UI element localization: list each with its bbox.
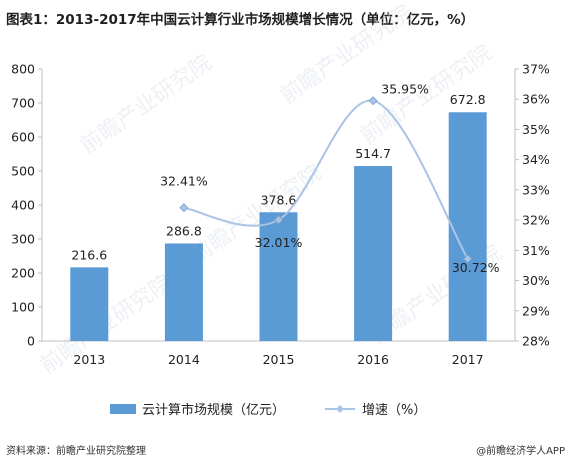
legend-bar-swatch: [110, 404, 136, 414]
bar-data-label: 514.7: [355, 146, 391, 161]
bar-data-label: 216.6: [71, 247, 107, 262]
growth-point: [273, 215, 284, 225]
left-tick-label: 700: [11, 96, 35, 111]
right-tick-label: 33%: [522, 182, 550, 197]
bar-series: 216.6 286.8 378.6 514.7 672.8: [70, 92, 487, 341]
brand-credit: @前瞻经济学人APP: [476, 446, 565, 457]
bar: [259, 212, 298, 341]
left-tick-label: 0: [27, 334, 35, 349]
source-note: 资料来源：前瞻产业研究院整理: [6, 446, 146, 457]
growth-point: [368, 96, 378, 106]
growth-line: [183, 99, 469, 260]
bar: [164, 243, 203, 341]
line-data-label: 30.72%: [452, 260, 500, 275]
left-tick-label: 800: [11, 62, 35, 77]
bar-data-label: 286.8: [166, 223, 202, 238]
line-data-label: 32.41%: [160, 174, 208, 189]
x-tick-label: 2017: [452, 352, 484, 367]
legend-line-marker: [336, 405, 344, 413]
line-series: 32.41% 32.01% 35.95% 30.72%: [160, 82, 500, 275]
x-tick-label: 2016: [357, 352, 389, 367]
right-tick-label: 35%: [522, 122, 550, 137]
left-tick-label: 100: [11, 300, 35, 315]
right-tick-label: 34%: [522, 152, 550, 167]
right-tick-label: 32%: [522, 213, 550, 228]
right-tick-label: 29%: [522, 303, 550, 318]
left-tick-label: 300: [11, 232, 35, 247]
line-data-label: 32.01%: [255, 235, 303, 250]
bar-data-label: 672.8: [450, 92, 486, 107]
left-tick-label: 600: [11, 130, 35, 145]
watermark-text: 前瞻产业研究院: [76, 50, 217, 159]
x-tick-label: 2015: [263, 352, 295, 367]
bar: [448, 112, 487, 341]
right-tick-label: 37%: [522, 62, 550, 77]
bar-data-label: 378.6: [261, 192, 297, 207]
growth-point: [179, 203, 189, 213]
left-tick-label: 400: [11, 198, 35, 213]
right-tick-label: 36%: [522, 92, 550, 107]
x-tick-label: 2013: [73, 352, 105, 367]
growth-point: [463, 254, 473, 264]
left-tick-label: 500: [11, 164, 35, 179]
bar: [70, 267, 109, 341]
right-tick-label: 30%: [522, 273, 550, 288]
left-tick-label: 200: [11, 266, 35, 281]
legend-bar-label: 云计算市场规模（亿元）: [142, 402, 285, 418]
axes: 0 100 200 300 400 500 600 700 800 28% 29% 30% 31% 32%…: [11, 62, 550, 368]
chart-title: 图表1：2013-2017年中国云计算行业市场规模增长情况（单位：亿元，%）: [6, 12, 475, 28]
right-tick-label: 31%: [522, 243, 550, 258]
legend: 云计算市场规模（亿元） 增速（%）: [110, 402, 426, 418]
x-tick-label: 2014: [168, 352, 200, 367]
right-tick-label: 28%: [522, 334, 550, 349]
legend-line-label: 增速（%）: [362, 403, 426, 418]
line-data-label: 35.95%: [381, 82, 429, 97]
bar: [354, 166, 393, 341]
